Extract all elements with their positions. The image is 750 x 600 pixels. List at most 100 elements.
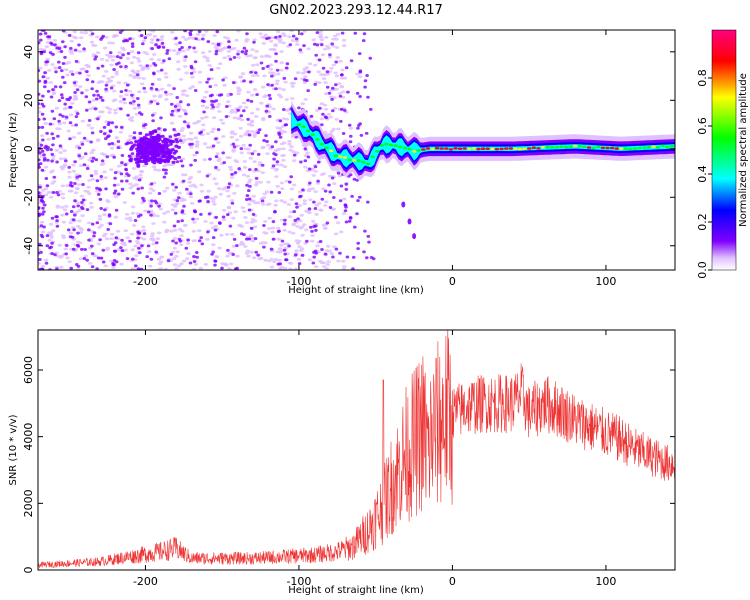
noise-speckle [341, 38, 347, 42]
noise-speckle [230, 108, 235, 112]
noise-speckle [241, 173, 247, 177]
noise-speckle [273, 168, 279, 172]
noise-speckle [259, 101, 264, 105]
noise-speckle [250, 48, 255, 52]
noise-mark [77, 154, 81, 158]
noise-mark [273, 210, 277, 214]
noise-mark [41, 104, 46, 108]
noise-speckle [140, 201, 145, 205]
noise-blob-mark [138, 131, 143, 135]
noise-mark [98, 95, 103, 99]
noise-mark [61, 114, 65, 118]
noise-speckle [48, 81, 54, 84]
signal-core-spot [508, 147, 513, 150]
noise-mark [60, 93, 64, 97]
noise-mark [39, 38, 43, 42]
noise-mark [73, 182, 77, 185]
noise-speckle [266, 180, 271, 184]
signal-core-spot [623, 147, 629, 150]
noise-speckle [357, 75, 363, 78]
noise-mark [94, 55, 98, 59]
noise-mark [80, 247, 84, 251]
noise-mark [363, 79, 368, 83]
noise-speckle [40, 264, 46, 268]
noise-mark [199, 130, 203, 134]
noise-speckle [276, 226, 281, 230]
noise-speckle [331, 207, 337, 211]
noise-mark [69, 181, 73, 185]
noise-speckle [244, 251, 250, 255]
noise-speckle [289, 210, 294, 214]
colorbar-tick-label: 0.2 [696, 213, 709, 231]
noise-speckle [152, 99, 157, 103]
noise-speckle [144, 52, 150, 56]
noise-speckle [202, 158, 207, 162]
noise-speckle [181, 35, 186, 39]
noise-speckle [78, 36, 84, 40]
noise-mark [38, 185, 42, 189]
noise-speckle [141, 229, 147, 232]
noise-speckle [158, 94, 163, 97]
noise-speckle [228, 262, 234, 266]
noise-mark [40, 235, 45, 239]
noise-mark [57, 99, 62, 103]
noise-mark [358, 95, 362, 98]
noise-mark [87, 119, 92, 122]
noise-mark [266, 64, 270, 68]
noise-mark [57, 119, 61, 123]
noise-mark [45, 148, 50, 152]
noise-mark [245, 32, 249, 36]
noise-speckle [87, 192, 92, 196]
noise-blob-mark [166, 148, 171, 152]
noise-mark [338, 251, 342, 255]
noise-speckle [83, 254, 89, 258]
noise-mark [247, 189, 251, 193]
noise-mark [150, 82, 155, 86]
noise-mark [339, 119, 343, 123]
noise-mark [74, 115, 79, 119]
noise-mark [175, 199, 180, 203]
noise-speckle [248, 178, 253, 182]
noise-speckle [229, 199, 235, 202]
noise-speckle [190, 75, 195, 79]
noise-speckle [223, 262, 228, 266]
noise-mark [137, 178, 142, 182]
noise-mark [54, 70, 58, 74]
noise-mark [125, 257, 130, 261]
noise-speckle [233, 210, 238, 214]
figure-title: GN02.2023.293.12.44.R17 [269, 3, 443, 18]
noise-mark [43, 31, 48, 35]
noise-speckle [247, 180, 252, 184]
noise-mark [42, 158, 47, 162]
noise-mark [256, 253, 260, 257]
noise-speckle [267, 202, 272, 206]
noise-mark [343, 203, 348, 207]
noise-mark [119, 172, 124, 176]
noise-speckle [88, 262, 93, 265]
noise-speckle [43, 165, 49, 169]
noise-speckle [190, 36, 196, 40]
noise-speckle [184, 94, 190, 97]
noise-speckle [203, 220, 208, 223]
noise-mark [41, 94, 45, 98]
noise-speckle [334, 117, 339, 121]
noise-speckle [152, 165, 157, 169]
signal-core-spot [421, 148, 426, 151]
noise-speckle [78, 157, 84, 160]
spectrogram-frame [37, 29, 676, 271]
noise-speckle [89, 40, 95, 44]
noise-speckle [67, 170, 72, 174]
noise-mark [75, 88, 80, 92]
noise-speckle [95, 189, 100, 193]
noise-blob-mark [138, 148, 143, 152]
noise-speckle [229, 176, 235, 179]
noise-speckle [250, 218, 255, 221]
noise-mark [165, 49, 170, 53]
noise-mark [85, 78, 90, 82]
noise-mark [77, 43, 81, 47]
noise-mark [70, 72, 75, 76]
noise-speckle [307, 258, 312, 262]
noise-mark [61, 40, 65, 44]
noise-speckle [150, 38, 155, 41]
